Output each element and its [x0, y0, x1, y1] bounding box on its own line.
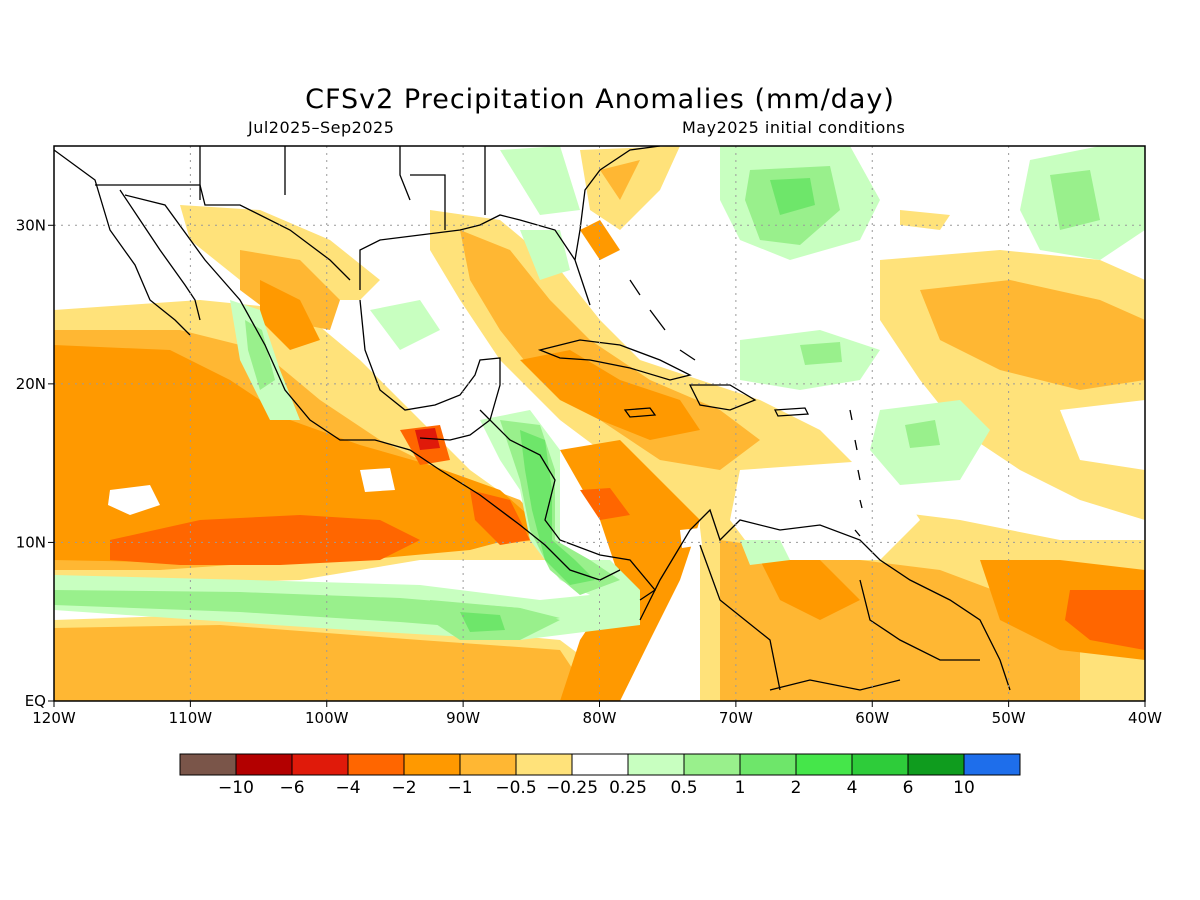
x-tick-label: 60W — [855, 709, 889, 727]
colorbar-label: 1 — [735, 778, 746, 798]
x-tick-label: 40W — [1128, 709, 1162, 727]
x-tick-label: 110W — [169, 709, 213, 727]
colorbar-swatch — [851, 753, 909, 776]
colorbar-swatch — [907, 753, 965, 776]
colorbar-swatch — [179, 753, 237, 776]
colorbar-swatch — [795, 753, 853, 776]
season-label: Jul2025–Sep2025 — [248, 118, 395, 137]
colorbar-swatch — [403, 753, 461, 776]
colorbar-label: 4 — [847, 778, 858, 798]
colorbar-label: −0.25 — [546, 778, 598, 798]
graticule — [54, 146, 1145, 701]
page-title: CFSv2 Precipitation Anomalies (mm/day) — [305, 84, 895, 115]
colorbar-swatch — [459, 753, 517, 776]
colorbar-label: −4 — [335, 778, 360, 798]
colorbar-label: −2 — [391, 778, 416, 798]
colorbar-swatch — [291, 753, 349, 776]
x-tick-label: 50W — [992, 709, 1026, 727]
y-tick-label: 10N — [16, 533, 46, 551]
colorbar: −10 −6 −4 −2 −1 −0.5 −0.25 0.25 0.5 1 2 4 6 10 — [179, 753, 1021, 798]
x-tick-label: 70W — [719, 709, 753, 727]
dry-regions — [54, 220, 1145, 701]
colorbar-label: 6 — [903, 778, 914, 798]
colorbar-swatch — [739, 753, 797, 776]
colorbar-label: 2 — [791, 778, 802, 798]
colorbar-label: 10 — [953, 778, 975, 798]
colorbar-swatch — [235, 753, 293, 776]
colorbar-label: −10 — [218, 778, 254, 798]
latitude-axis: EQ 10N 20N 30N — [16, 216, 54, 710]
x-tick-label: 120W — [32, 709, 76, 727]
neutral-patches — [108, 400, 1145, 560]
colorbar-swatch — [571, 753, 629, 776]
colorbar-swatch — [963, 753, 1021, 776]
x-tick-label: 100W — [305, 709, 349, 727]
colorbar-label: 0.25 — [609, 778, 647, 798]
y-tick-label: EQ — [25, 692, 46, 710]
x-tick-label: 90W — [446, 709, 480, 727]
colorbar-swatch — [515, 753, 573, 776]
anomaly-field — [54, 146, 1145, 701]
init-conditions-label: May2025 initial conditions — [682, 118, 906, 137]
colorbar-swatch — [627, 753, 685, 776]
strong-wet-regions — [460, 178, 815, 632]
colorbar-label: 0.5 — [670, 778, 697, 798]
coastlines — [54, 146, 1011, 691]
longitude-axis: 120W 110W 100W 90W 80W 70W 60W 50W 40W — [32, 701, 1162, 727]
colorbar-swatch — [347, 753, 405, 776]
colorbar-label: −0.5 — [495, 778, 536, 798]
y-tick-label: 20N — [16, 375, 46, 393]
colorbar-swatch — [683, 753, 741, 776]
colorbar-label: −6 — [279, 778, 304, 798]
strong-dry-regions — [110, 425, 1145, 650]
y-tick-label: 30N — [16, 216, 46, 234]
x-tick-label: 80W — [583, 709, 617, 727]
colorbar-label: −1 — [447, 778, 472, 798]
